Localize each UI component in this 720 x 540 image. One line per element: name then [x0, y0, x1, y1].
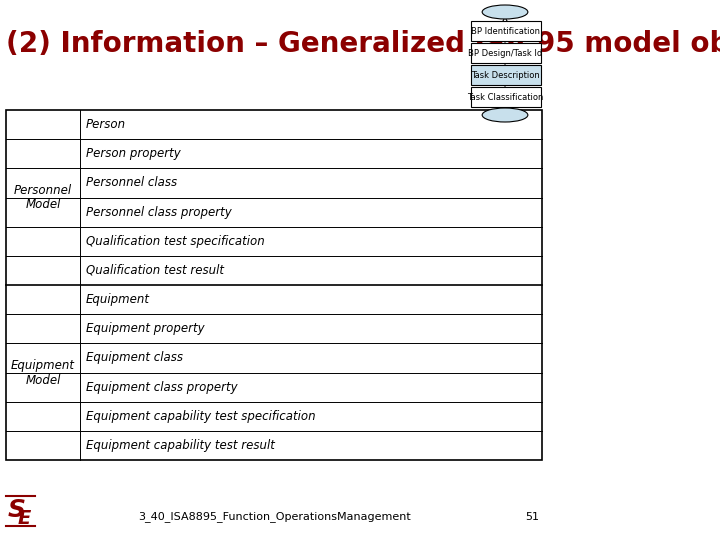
Ellipse shape — [482, 5, 528, 19]
Text: Personnel
Model: Personnel Model — [14, 184, 72, 212]
Text: Personnel class property: Personnel class property — [86, 206, 232, 219]
Ellipse shape — [482, 108, 528, 122]
Text: Qualification test specification: Qualification test specification — [86, 235, 265, 248]
Text: Personnel class: Personnel class — [86, 177, 177, 190]
Text: Qualification test result: Qualification test result — [86, 264, 224, 277]
Text: Equipment
Model: Equipment Model — [11, 359, 75, 387]
Text: Equipment: Equipment — [86, 293, 150, 306]
FancyBboxPatch shape — [471, 87, 541, 107]
Text: Equipment capability test result: Equipment capability test result — [86, 439, 275, 452]
Text: Equipment class property: Equipment class property — [86, 381, 238, 394]
Text: Task Description: Task Description — [471, 71, 539, 79]
Text: BP Design/Task Id: BP Design/Task Id — [468, 49, 542, 57]
Text: Equipment class: Equipment class — [86, 352, 183, 365]
Text: Equipment property: Equipment property — [86, 322, 204, 335]
Bar — [6, 110, 542, 460]
FancyBboxPatch shape — [471, 65, 541, 85]
Text: S: S — [8, 498, 26, 522]
Text: (2) Information – Generalized ISA 95 model ob: (2) Information – Generalized ISA 95 mod… — [6, 30, 720, 58]
Text: Task Classification: Task Classification — [467, 92, 543, 102]
Text: Person property: Person property — [86, 147, 181, 160]
FancyBboxPatch shape — [471, 21, 541, 41]
Text: Equipment capability test specification: Equipment capability test specification — [86, 410, 315, 423]
Text: 3_40_ISA8895_Function_OperationsManagement: 3_40_ISA8895_Function_OperationsManageme… — [138, 511, 410, 522]
Text: 51: 51 — [526, 512, 539, 522]
FancyBboxPatch shape — [471, 43, 541, 63]
Text: Person: Person — [86, 118, 126, 131]
Text: BP Identification: BP Identification — [470, 26, 539, 36]
Text: E: E — [18, 509, 31, 528]
